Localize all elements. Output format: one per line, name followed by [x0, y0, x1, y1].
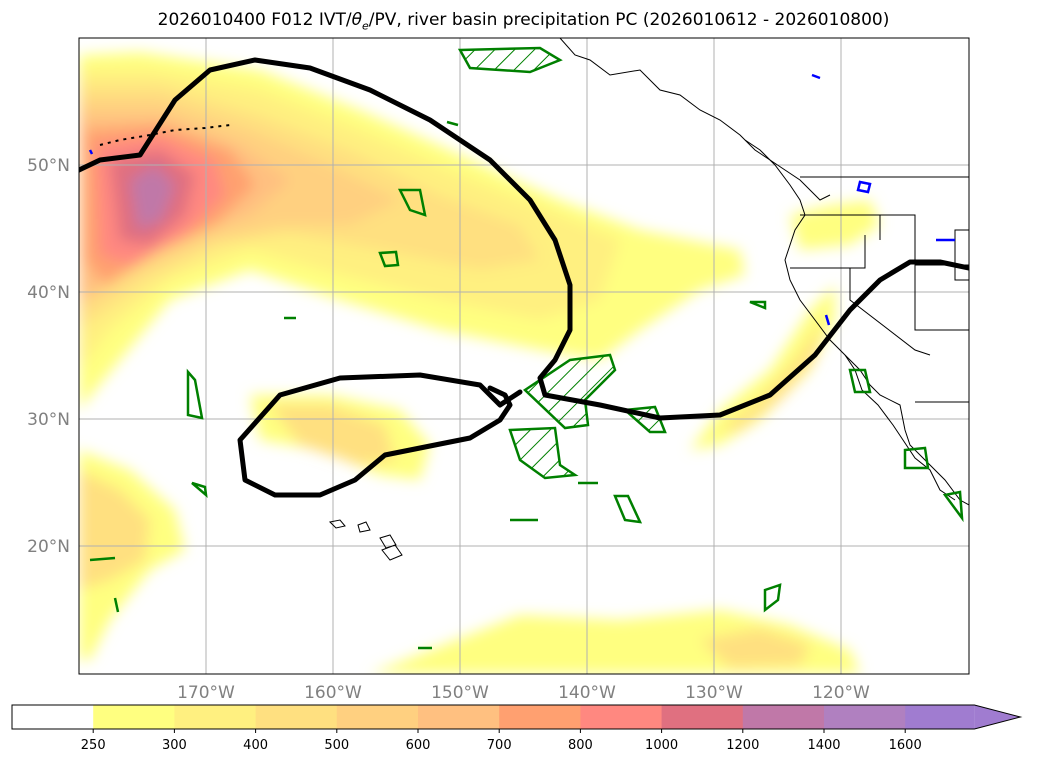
- precip-contour-subtrop-1: [523, 353, 617, 430]
- ivt-pnw-patch: [790, 200, 880, 250]
- precip-contour-small-3: [749, 300, 767, 310]
- lon-label: 170°W: [177, 683, 235, 703]
- lon-label: 160°W: [304, 683, 362, 703]
- colorbar-segment: [93, 705, 175, 729]
- hawaii-islands: [328, 519, 403, 561]
- precip-contour-neg-4: [88, 149, 94, 155]
- graticule: [79, 38, 969, 674]
- precip-contour-neg-3: [811, 73, 821, 80]
- precip-contour-subtrop-2: [508, 426, 579, 480]
- lon-label: 120°W: [812, 683, 870, 703]
- colorbar: 250 300 400 500 600 700 800 1000 1200 1400 1600: [11, 704, 1023, 753]
- precip-contour-mexico-1: [903, 446, 930, 470]
- precip-contour-ca: [848, 368, 872, 394]
- ivt-level-1200: [130, 165, 175, 230]
- colorbar-segment: [336, 705, 419, 729]
- ivt-california-300: [720, 320, 822, 430]
- precip-contour-central-2: [378, 250, 400, 268]
- colorbar-extend-arrow: [974, 705, 1021, 729]
- ivt-south-300: [700, 628, 810, 668]
- colorbar-tick-label: 500: [324, 738, 349, 753]
- colorbar-segment: [174, 705, 257, 729]
- precip-contour-sw-1: [89, 556, 116, 562]
- colorbar-tick-label: 1600: [889, 738, 922, 753]
- lon-label: 130°W: [685, 683, 743, 703]
- precip-contour-neg-5: [824, 314, 831, 326]
- precip-contour-east-2: [763, 583, 782, 613]
- colorbar-segment: [418, 705, 500, 729]
- aleutian-chain: [99, 124, 231, 146]
- lat-labels: 50°N 40°N 30°N 20°N: [27, 156, 70, 557]
- precip-contour-sw-2: [113, 597, 120, 613]
- alaska-coast: [559, 38, 831, 201]
- lon-label: 140°W: [558, 683, 616, 703]
- colorbar-tick-label: 1200: [726, 738, 759, 753]
- colorbar-segment: [499, 705, 581, 729]
- lat-label: 30°N: [27, 410, 70, 430]
- colorbar-tick-label: 300: [162, 738, 187, 753]
- precip-contour-neg-1: [856, 180, 872, 194]
- lon-labels: 170°W 160°W 150°W 140°W 130°W 120°W: [177, 683, 870, 703]
- colorbar-segment: [12, 705, 94, 729]
- colorbar-segment: [905, 705, 975, 729]
- colorbar-tick-label: 1000: [645, 738, 678, 753]
- pv-contour: [79, 57, 969, 498]
- lat-label: 20°N: [27, 537, 70, 557]
- precip-contour-mexico-2: [942, 490, 964, 523]
- colorbar-segment: [742, 705, 825, 729]
- colorbar-tick-label: 400: [243, 738, 268, 753]
- lon-label: 150°W: [431, 683, 489, 703]
- colorbar-tick-label: 1400: [807, 738, 840, 753]
- precip-contour-east-1: [613, 494, 643, 524]
- precip-contour-west-1: [186, 368, 204, 420]
- colorbar-segment: [580, 705, 663, 729]
- lat-label: 40°N: [27, 283, 70, 303]
- precip-contour-small-5: [446, 120, 459, 127]
- colorbar-tick-label: 800: [568, 738, 593, 753]
- precip-contour-west-2: [191, 481, 208, 499]
- precip-contour-central-1: [397, 188, 427, 217]
- ivt-california-250: [690, 285, 835, 450]
- us-state-borders: [790, 214, 969, 403]
- lat-label: 50°N: [27, 156, 70, 176]
- colorbar-segment: [661, 705, 744, 729]
- map-title: 2026010400 F012 IVT/θe/PV, river basin p…: [157, 10, 890, 33]
- colorbar-tick-label: 250: [81, 738, 106, 753]
- colorbar-tick-label: 600: [406, 738, 431, 753]
- colorbar-segment: [824, 705, 906, 729]
- colorbar-segment: [255, 705, 338, 729]
- precip-contour-gulf-alaska: [457, 46, 563, 74]
- plot-frame: [78, 37, 970, 675]
- colorbar-tick-label: 700: [487, 738, 512, 753]
- colorbar-outline: [11, 704, 1023, 730]
- baja-coast: [844, 354, 956, 501]
